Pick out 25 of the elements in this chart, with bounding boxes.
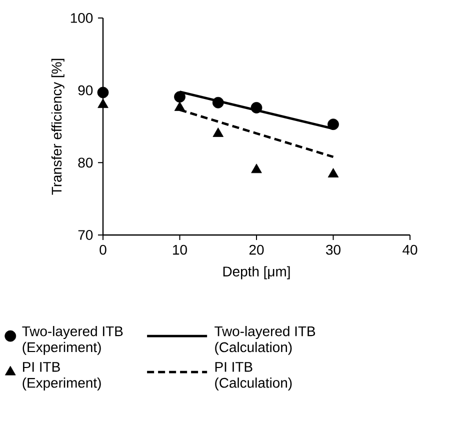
y-tick-label: 80: [78, 158, 93, 168]
point: [212, 128, 224, 137]
legend-label: PI ITB (Experiment): [22, 362, 101, 391]
point: [251, 164, 262, 174]
point: [97, 86, 109, 98]
point: [250, 102, 262, 114]
x-tick-label: 40: [402, 244, 418, 255]
legend-label: Two-layered ITB (Calculation): [214, 326, 316, 355]
x-tick-label: 10: [173, 244, 187, 255]
x-tick-label: 20: [249, 244, 264, 255]
x-axis-title: Depth [μm]: [223, 266, 290, 280]
y-tick-label: 100: [70, 13, 93, 23]
x-tick-label: 30: [326, 244, 340, 255]
point: [174, 101, 186, 111]
point: [328, 118, 339, 130]
y-tick-label: 70: [78, 230, 93, 240]
legend-label: Two-layered ITB (Experiment): [22, 326, 123, 355]
x-tick-label: 0: [100, 244, 106, 255]
point: [174, 91, 186, 103]
y-axis-title: Transfer efficiency [%]: [51, 58, 64, 195]
legend-label: PI ITB (Calculation): [215, 362, 292, 391]
point: [328, 168, 339, 178]
y-tick-label: 90: [78, 85, 93, 96]
point: [98, 98, 108, 108]
point: [212, 96, 224, 108]
